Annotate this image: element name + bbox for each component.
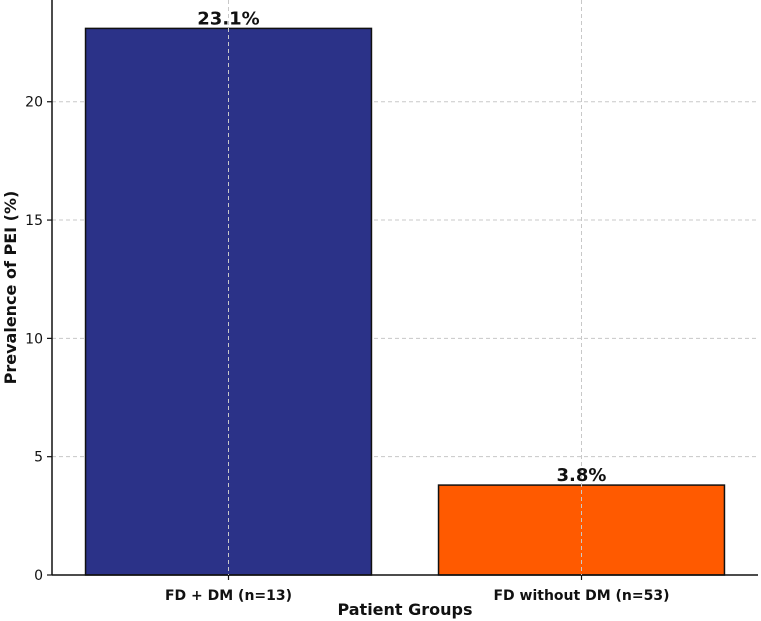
y-axis-title: Prevalence of PEI (%) (1, 191, 20, 385)
axes (47, 0, 758, 580)
x-axis-title: Patient Groups (337, 600, 472, 619)
y-tick-label: 10 (25, 331, 43, 347)
bar-data-label: 3.8% (557, 465, 607, 486)
bars (84, 27, 726, 576)
y-tick-label: 20 (25, 95, 43, 111)
y-tick-label: 15 (25, 213, 43, 229)
x-tick-label: FD without DM (n=53) (493, 588, 669, 604)
labels: 0 5 10 15 20 23.1% 3.8% FD + DM (n=13) FD withou… (25, 8, 669, 604)
bar-data-label: 23.1% (197, 8, 259, 29)
y-tick-label: 0 (34, 568, 43, 584)
x-tick-label: FD + DM (n=13) (165, 588, 292, 604)
y-tick-label: 5 (34, 450, 43, 466)
grid (52, 101, 758, 458)
